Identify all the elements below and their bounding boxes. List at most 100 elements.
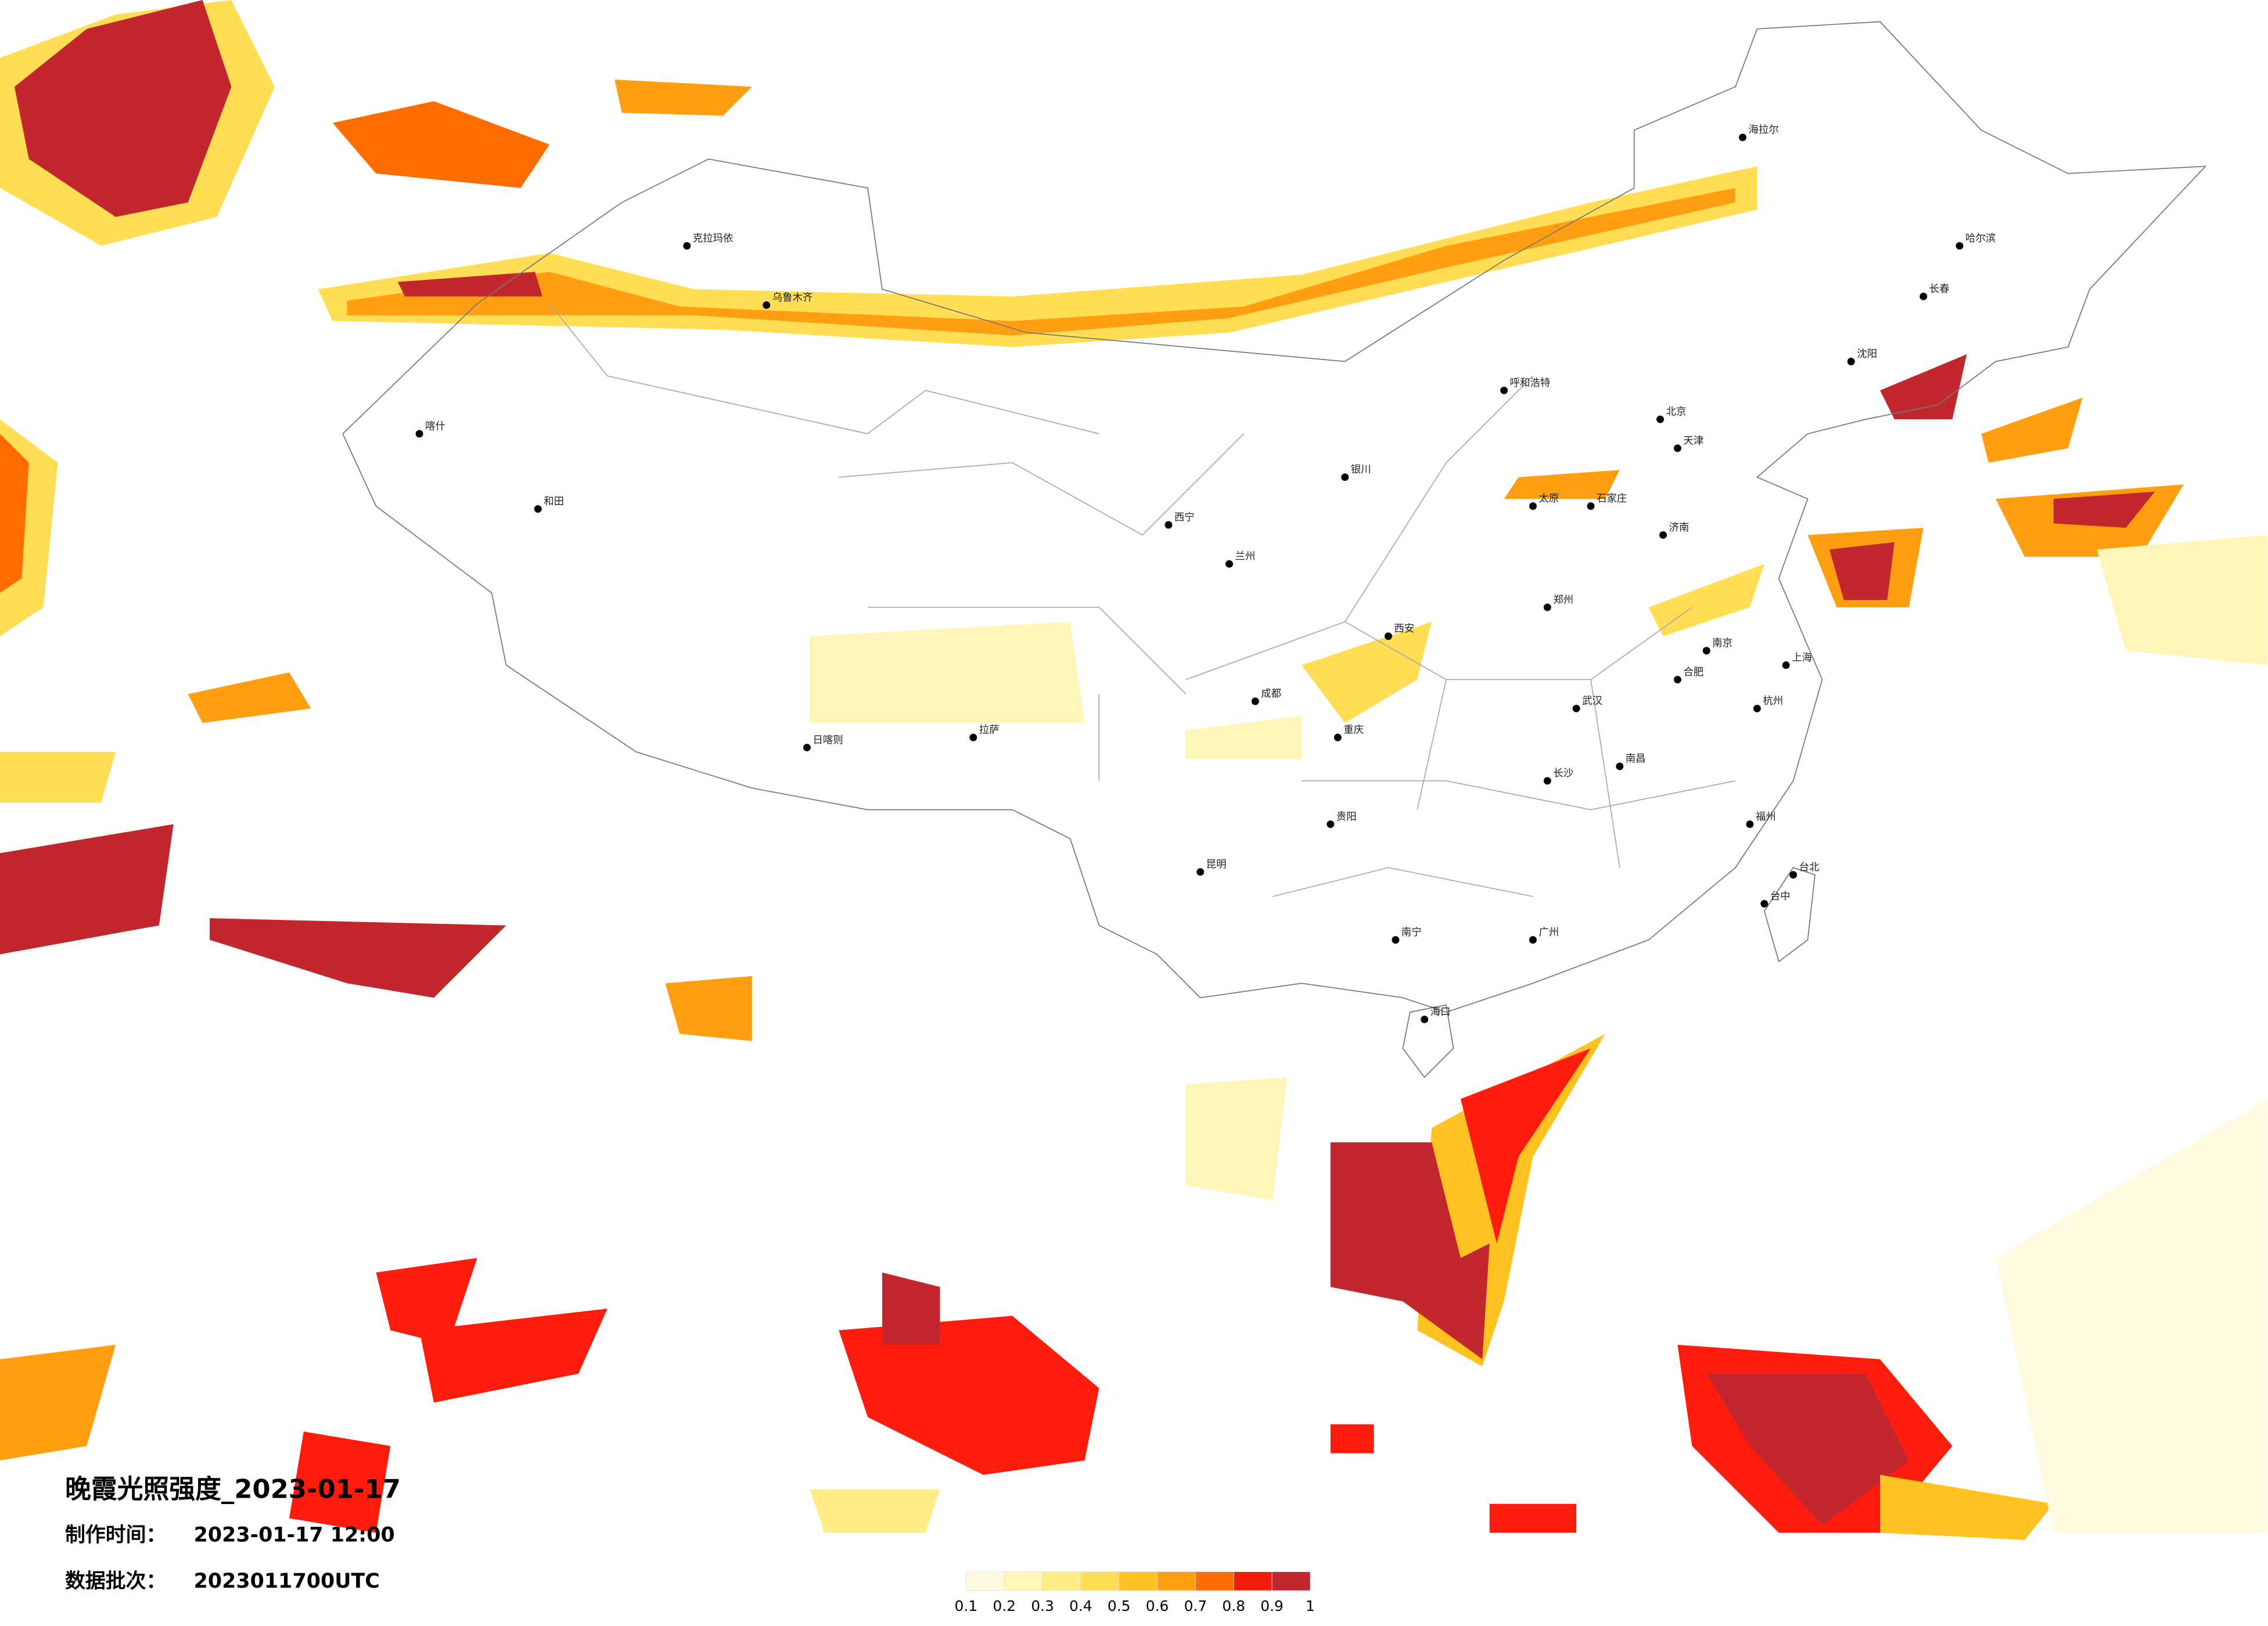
- city-label: 北京: [1666, 406, 1686, 418]
- city-label: 长春: [1929, 283, 1950, 295]
- map-title: 晚霞光照强度_2023-01-17: [65, 1474, 401, 1505]
- city-dot: [1164, 521, 1173, 529]
- city-label: 拉萨: [979, 724, 1000, 736]
- china-outline: [342, 21, 2207, 1013]
- city-dot: [1782, 661, 1790, 669]
- legend-swatch: [1157, 1571, 1196, 1591]
- production-time: 2023-01-17 12:00: [194, 1523, 395, 1546]
- city-dot: [1789, 870, 1798, 879]
- city-label: 海拉尔: [1748, 124, 1778, 136]
- legend-tick-label: 0.6: [1146, 1598, 1169, 1614]
- city-dot: [1327, 820, 1335, 828]
- city-label: 沈阳: [1857, 348, 1877, 360]
- city-dot: [1225, 560, 1233, 568]
- city-dot: [1760, 900, 1769, 908]
- city-label: 呼和浩特: [1510, 377, 1551, 389]
- city-dot: [1384, 632, 1392, 641]
- city-dot: [1334, 733, 1342, 742]
- data-batch: 2023011700UTC: [194, 1570, 380, 1593]
- legend-swatch: [1271, 1571, 1311, 1591]
- city-label: 台中: [1770, 891, 1791, 902]
- legend-tick-label: 1: [1306, 1598, 1315, 1614]
- city-label: 兰州: [1235, 551, 1255, 563]
- city-label: 南京: [1712, 638, 1733, 649]
- city-dot: [1500, 386, 1508, 394]
- boundaries: [342, 21, 2207, 1078]
- city-label: 石家庄: [1597, 493, 1627, 505]
- city-dot: [969, 733, 977, 742]
- city-dot: [1196, 868, 1205, 876]
- legend-swatch: [1080, 1571, 1120, 1591]
- city-label: 西安: [1394, 623, 1414, 635]
- city-dot: [1529, 936, 1537, 944]
- city-label: 天津: [1683, 435, 1703, 447]
- city-label: 西宁: [1174, 512, 1195, 523]
- legend-swatch: [1233, 1571, 1273, 1591]
- city-label: 长沙: [1553, 768, 1573, 779]
- city-label: 济南: [1669, 522, 1689, 534]
- city-dot: [415, 430, 423, 438]
- city-label: 重庆: [1343, 724, 1364, 736]
- city-label: 福州: [1756, 811, 1776, 823]
- legend-tick-label: 0.1: [955, 1598, 978, 1614]
- city-label: 广州: [1539, 927, 1559, 938]
- city-dot: [1341, 473, 1349, 481]
- city-dot: [1956, 242, 1964, 250]
- city-label: 上海: [1792, 652, 1812, 664]
- legend-swatch: [965, 1571, 1005, 1591]
- city-dot: [1587, 502, 1595, 510]
- city-dot: [1746, 820, 1754, 828]
- city-label: 太原: [1539, 493, 1559, 505]
- legend-swatch: [1195, 1571, 1234, 1591]
- city-dot: [1392, 936, 1400, 944]
- production-time-label: 制作时间：: [65, 1523, 166, 1546]
- city-label: 合肥: [1683, 667, 1703, 678]
- legend-tick-label: 0.2: [993, 1598, 1016, 1614]
- city-dot: [1421, 1015, 1429, 1023]
- city-dot: [534, 505, 542, 513]
- city-label: 郑州: [1553, 594, 1573, 606]
- legend-tick-label: 0.9: [1260, 1598, 1284, 1614]
- city-dot: [1529, 502, 1537, 510]
- legend-tick-label: 0.5: [1108, 1598, 1131, 1614]
- legend-swatch: [1042, 1571, 1081, 1591]
- city-dot: [683, 242, 691, 250]
- city-dot: [1673, 675, 1681, 684]
- city-dot: [1543, 603, 1551, 611]
- city-label: 克拉玛依: [693, 233, 734, 244]
- city-label: 台北: [1799, 862, 1820, 873]
- city-dot: [1847, 358, 1855, 365]
- province-borders: [549, 303, 1736, 897]
- city-label: 哈尔滨: [1965, 233, 1996, 244]
- city-dot: [1659, 531, 1667, 539]
- city-dot: [1673, 444, 1681, 452]
- legend: 0.1 0.2 0.3 0.4 0.5 0.6 0.7 0.8 0.9 1: [955, 1571, 1315, 1614]
- city-label: 海口: [1430, 1006, 1451, 1018]
- city-label: 喀什: [425, 421, 445, 433]
- city-label: 武汉: [1582, 696, 1602, 707]
- city-dot: [803, 743, 811, 751]
- city-label: 日喀则: [813, 735, 843, 746]
- hainan: [1402, 1004, 1454, 1078]
- city-label: 贵阳: [1336, 811, 1357, 823]
- legend-tick-label: 0.8: [1222, 1598, 1245, 1614]
- city-label: 南宁: [1401, 927, 1422, 938]
- legend-tick-label: 0.4: [1069, 1598, 1092, 1614]
- city-dot: [1616, 762, 1624, 771]
- intensity-field: [0, 0, 2268, 1540]
- city-dot: [1543, 777, 1551, 785]
- taiwan: [1763, 866, 1816, 963]
- city-dot: [1251, 697, 1259, 706]
- city-label: 杭州: [1763, 696, 1783, 707]
- city-dot: [1572, 704, 1580, 713]
- legend-swatch: [1119, 1571, 1158, 1591]
- city-dot: [1656, 415, 1664, 423]
- city-label: 南昌: [1626, 753, 1646, 765]
- city-dot: [763, 301, 771, 309]
- legend-tick-label: 0.7: [1184, 1598, 1207, 1614]
- city-label: 昆明: [1206, 859, 1227, 870]
- city-label: 和田: [544, 496, 564, 508]
